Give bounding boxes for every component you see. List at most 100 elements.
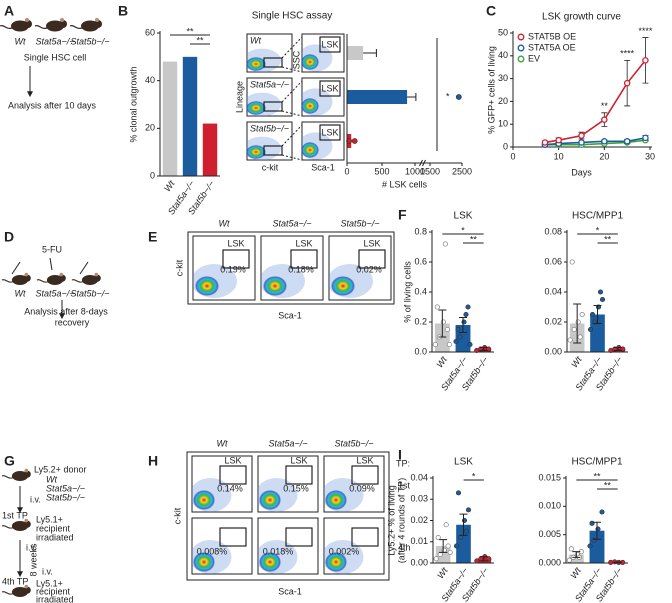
y-tick-label: 0 [503,141,508,151]
tp-label: 4th TP [2,576,28,586]
error-bar [407,93,417,101]
y-axis-label: % of living cells [402,261,412,323]
data-point [443,522,449,528]
series-marker [578,139,585,146]
series-marker [555,136,562,144]
error-bar [459,317,467,333]
axis-label: c-kit [172,507,182,524]
error-bar [438,309,447,338]
gate [219,527,247,547]
mouse-icon [0,18,32,32]
data-point [571,326,577,333]
y-tick-label: 0.08 [544,226,562,236]
mouse-head [58,274,66,282]
data-point [599,509,605,515]
strain-header: Wt [217,438,228,448]
data-point [435,534,441,541]
x-tick-label: Wt [569,354,584,369]
x-axis-label: # LSK cells [382,179,428,189]
data-point [465,507,472,513]
series-marker [642,57,649,64]
data-point [568,546,574,552]
series-marker [623,79,631,87]
flow-density [192,478,232,512]
data-point [587,326,594,333]
x-tick-label: Wt [162,178,177,193]
mouse-tail [1,279,13,283]
bar [435,546,451,563]
mouse-head [24,20,32,28]
syringe [11,261,21,275]
strain-label: Wt [15,36,26,46]
donor-label: Ly5.2+ donor [34,464,86,474]
bar [347,90,408,104]
data-point [589,311,596,318]
significance-label: **** [620,49,635,59]
gate-percent: 0.09% [349,483,375,493]
recipient-label: recipient [36,523,71,533]
data-point [579,311,585,318]
flow-density [302,44,333,72]
bar [347,46,364,60]
bar [202,123,218,176]
gate-label: LSK [321,83,338,93]
gate [290,249,318,269]
flow-density [302,132,333,160]
error-bar [479,347,488,351]
y-tick-label: 0.00 [544,346,562,356]
gate [263,101,283,112]
flow-blob [247,101,266,115]
x-tick-label: 20 [599,151,609,161]
data-point [463,311,469,318]
round-label: 1st [398,480,411,490]
gate [222,249,250,269]
row-label: Stat5a−/− [250,79,289,89]
data-point [437,551,443,558]
mouse-tail [69,24,83,30]
gate-link [281,80,303,103]
error-bar [593,521,601,540]
gate [285,527,313,547]
flow-blob [193,552,215,572]
gate-link [281,66,303,73]
gate-label: LSK [227,238,244,248]
data-point [457,534,464,541]
mouse-ear [60,18,64,22]
gate-link [281,154,303,161]
flow-density [193,264,237,298]
mouse-ear [94,272,99,277]
chart-title: HSC/MPP1 [572,211,624,222]
significance-label: **** [638,26,653,36]
axis-break [419,159,426,167]
gate-label: LSK [290,455,307,465]
mouse-ear [24,518,29,523]
significance-label: ** [604,234,612,244]
significance-label: * [472,471,476,481]
flow-blob [259,490,281,510]
x-tick-label: 0 [344,166,349,176]
strain-label: Stat5a−/− [35,288,74,298]
data-point [351,138,358,144]
strain-header: Stat5b−/− [334,438,373,448]
gate [351,465,379,485]
chart-title: LSK [454,211,473,222]
gate-percent: 0.15% [283,483,309,493]
series-marker [601,138,608,145]
gate [351,527,379,547]
y-axis-label: Ly5.2+ % of living [386,485,396,555]
y-tick-label: 30 [498,73,508,83]
y-tick-label: 50 [498,27,508,37]
series-marker [623,138,631,145]
legend-label: STAT5A OE [528,42,576,52]
data-point [453,543,460,549]
x-tick-label: 0 [510,151,515,161]
flow-density [258,478,298,512]
mouse-icon [1,272,31,285]
strain-header: Stat5a−/− [272,218,311,228]
axis-label: c-kit [262,162,279,172]
series-marker [601,116,608,123]
data-point [440,319,446,325]
chart-title: LSK [454,457,473,468]
recipient-label: irradiated [36,594,74,603]
route-label: i.v. [42,566,53,576]
